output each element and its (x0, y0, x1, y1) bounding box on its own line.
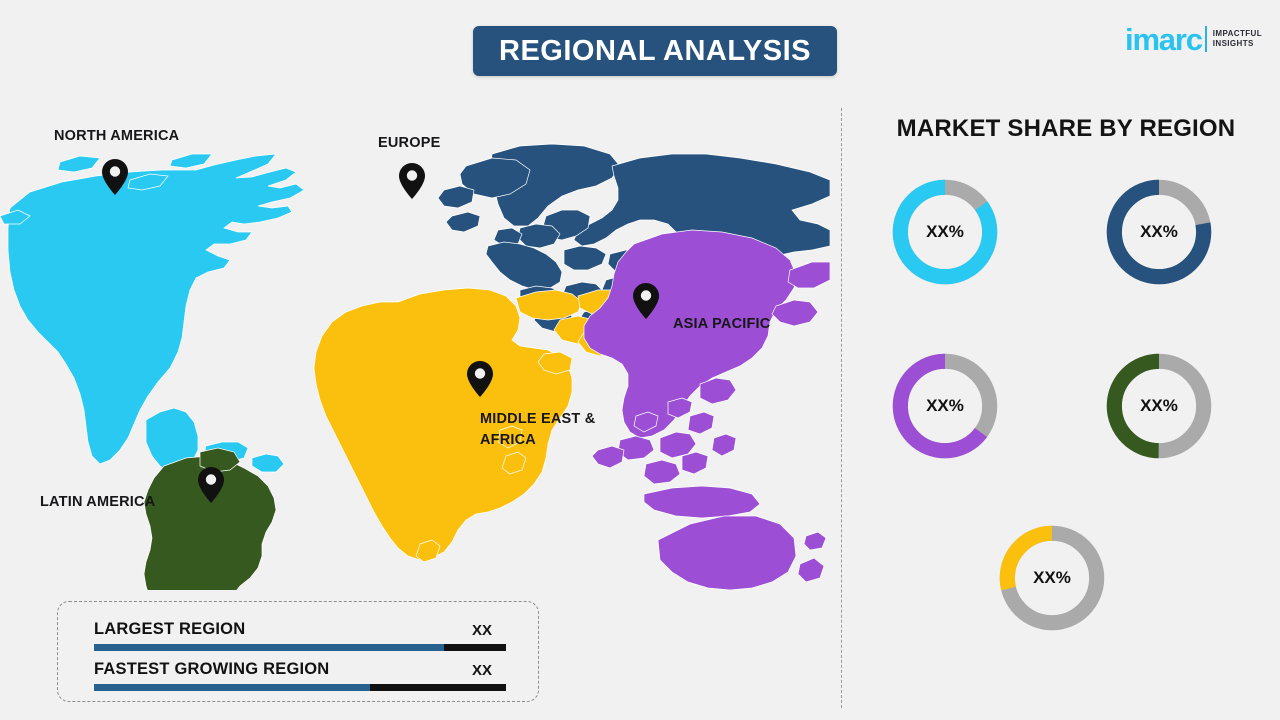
map-pin-europe-icon[interactable] (398, 162, 426, 200)
market-share-panel: MARKET SHARE BY REGION XX% XX% XX% (860, 115, 1272, 685)
map-label-europe: EUROPE (378, 135, 441, 151)
world-map (0, 120, 830, 590)
donut-latin-america-value: XX% (1140, 396, 1178, 415)
map-pin-middle-east-africa-icon[interactable] (466, 360, 494, 398)
donut-middle-east-africa[interactable]: XX% (993, 519, 1111, 637)
donut-europe-value: XX% (1140, 222, 1178, 241)
donut-north-america-svg (892, 179, 998, 285)
logo-divider-bar (1204, 26, 1207, 52)
region-asia-pacific (583, 229, 830, 590)
donut-north-america[interactable]: XX% (886, 173, 1004, 291)
donut-asia-pacific-value: XX% (926, 396, 964, 415)
map-label-asia-pacific: ASIA PACIFIC (673, 316, 771, 332)
donut-north-america-value: XX% (926, 222, 964, 241)
region-north-america (0, 153, 305, 479)
page-title: REGIONAL ANALYSIS (499, 34, 811, 67)
donut-asia-pacific-svg (892, 353, 998, 459)
logo-wordmark: imarc (1125, 21, 1203, 57)
map-pin-north-america-icon[interactable] (101, 158, 129, 196)
largest-region-label: LARGEST REGION (94, 620, 246, 638)
largest-region-row: LARGEST REGION XX (94, 620, 506, 651)
donut-europe[interactable]: XX% (1100, 173, 1218, 291)
logo-tagline: IMPACTFUL INSIGHTS (1213, 29, 1262, 49)
donut-europe-svg (1106, 179, 1212, 285)
region-latin-america (143, 447, 277, 590)
imarc-logo: imarc IMPACTFUL INSIGHTS (1125, 22, 1262, 56)
fastest-growing-region-bar-track (94, 684, 506, 691)
donut-asia-pacific[interactable]: XX% (886, 347, 1004, 465)
logo-tagline-line2: INSIGHTS (1212, 39, 1254, 48)
map-pin-latin-america-icon[interactable] (197, 466, 225, 504)
map-pin-asia-pacific-icon[interactable] (632, 282, 660, 320)
market-share-title: MARKET SHARE BY REGION (896, 115, 1236, 142)
donut-latin-america[interactable]: XX% (1100, 347, 1218, 465)
fastest-growing-region-bar-fill (94, 684, 371, 691)
world-map-svg (0, 143, 830, 590)
region-summary-box: LARGEST REGION XX FASTEST GROWING REGION… (57, 601, 539, 702)
donut-latin-america-svg (1106, 353, 1212, 459)
largest-region-bar-track (94, 644, 506, 651)
page-title-banner: REGIONAL ANALYSIS (473, 26, 837, 76)
map-label-middle-east-africa: MIDDLE EAST & AFRICA (480, 411, 596, 449)
fastest-growing-region-label: FASTEST GROWING REGION (94, 660, 330, 678)
section-divider (841, 108, 842, 708)
fastest-growing-region-row: FASTEST GROWING REGION XX (94, 660, 506, 691)
donut-middle-east-africa-svg (999, 525, 1105, 631)
donut-middle-east-africa-value: XX% (1033, 568, 1071, 587)
fastest-growing-region-value: XX (471, 662, 492, 679)
logo-tagline-line1: IMPACTFUL (1212, 29, 1262, 38)
map-label-latin-america: LATIN AMERICA (40, 494, 156, 510)
largest-region-bar-fill (94, 644, 445, 651)
largest-region-value: XX (471, 622, 492, 639)
map-label-north-america: NORTH AMERICA (54, 128, 180, 144)
